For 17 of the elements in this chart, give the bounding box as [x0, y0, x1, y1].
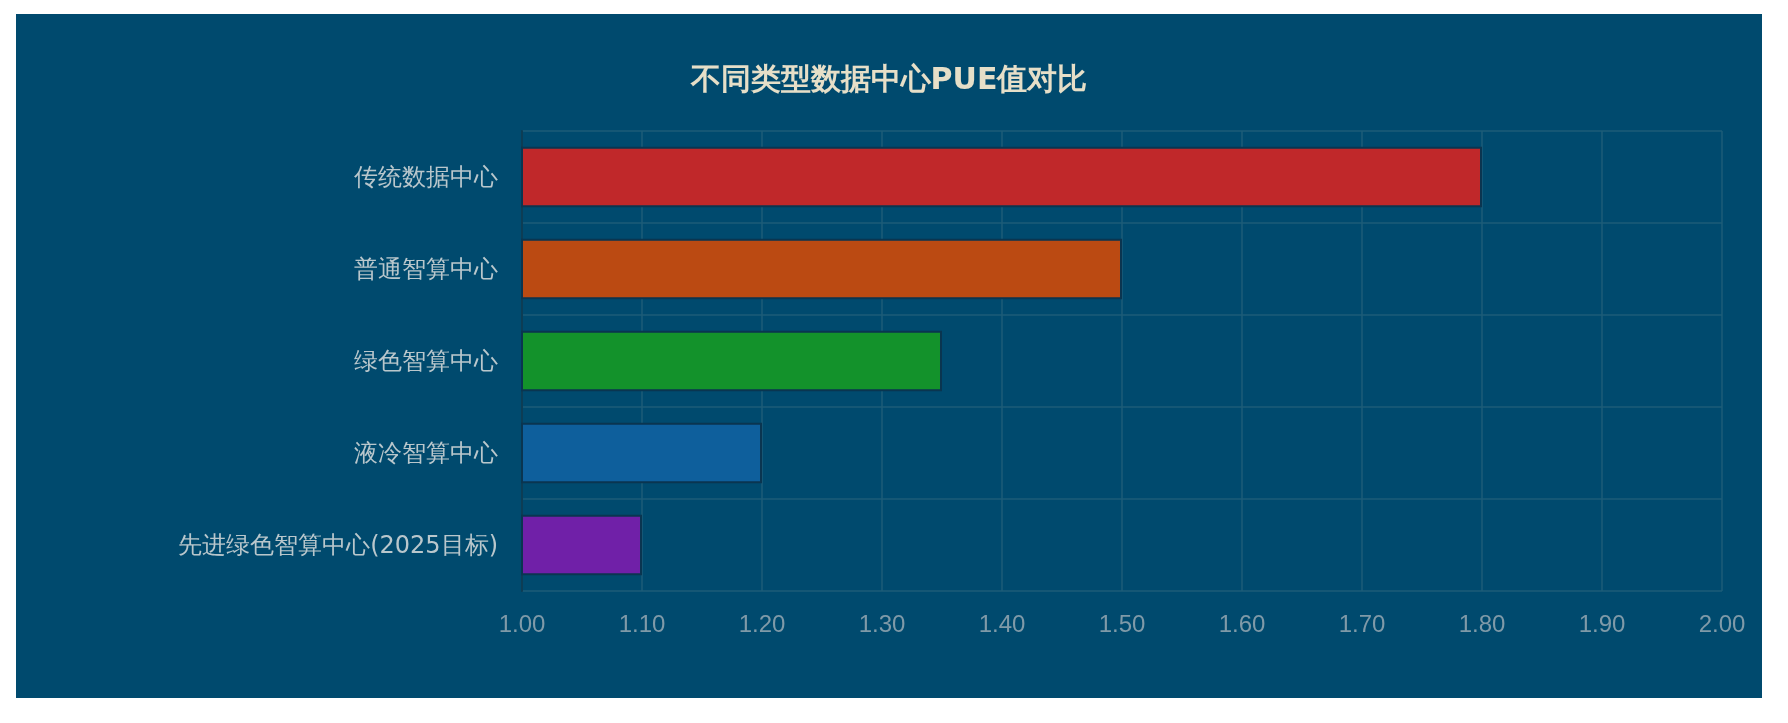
- x-tick-label: 1.70: [1338, 609, 1386, 637]
- x-tick-label: 1.90: [1578, 609, 1626, 637]
- x-tick-label: 1.40: [978, 609, 1026, 637]
- x-tick-label: 1.20: [738, 609, 786, 637]
- x-tick-label: 1.50: [1098, 609, 1146, 637]
- y-tick-label: 普通智算中心: [354, 255, 498, 283]
- x-tick-label: 1.00: [498, 609, 546, 637]
- chart-title: 不同类型数据中心PUE值对比: [689, 60, 1088, 96]
- y-tick-label: 传统数据中心: [354, 163, 498, 191]
- x-tick-label: 1.10: [618, 609, 666, 637]
- x-tick-label: 1.60: [1218, 609, 1266, 637]
- x-tick-label: 1.30: [858, 609, 906, 637]
- y-tick-label: 先进绿色智算中心(2025目标): [178, 531, 498, 559]
- y-tick-label: 绿色智算中心: [354, 347, 498, 375]
- x-tick-label: 2.00: [1698, 609, 1746, 637]
- y-tick-label: 液冷智算中心: [354, 439, 498, 467]
- x-tick-label: 1.80: [1458, 609, 1506, 637]
